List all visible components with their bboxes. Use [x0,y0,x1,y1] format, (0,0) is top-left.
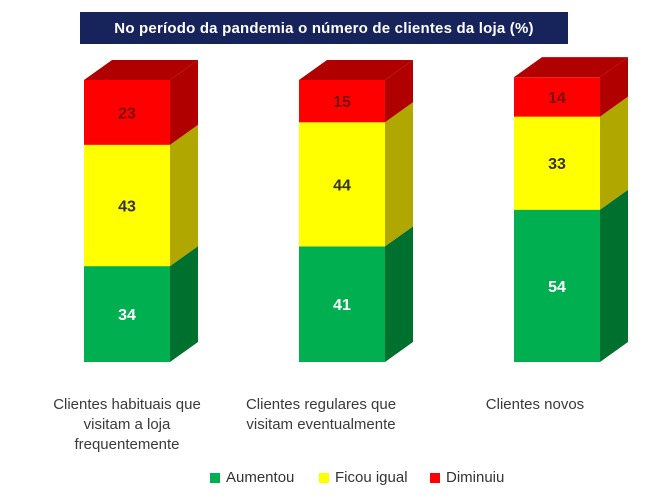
legend-item-aumentou: Aumentou [210,469,294,486]
chart-title: No período da pandemia o número de clien… [80,12,568,44]
bar-segment-0-0 [84,266,170,362]
category-label-0-line-1: visitam a loja [83,416,171,433]
bar-side-2-1 [600,96,628,210]
legend-swatch-aumentou [210,472,220,483]
category-label-0: Clientes habituais que visitam a loja fr… [37,395,217,455]
bar-segment-1-0 [299,246,385,362]
category-label-0-line-2: frequentemente [74,436,180,453]
bar-side-0-1 [170,124,198,267]
bar-side-1-2 [385,60,413,123]
data-label-1-0: 41 [333,297,351,314]
bar-side-0-0 [170,246,198,362]
category-label-2-line-0: Clientes novos [485,396,585,413]
legend-label-aumentou: Aumentou [226,469,295,486]
legend-item-ficou-igual: Ficou igual [319,469,408,486]
bar-segment-1-1 [299,122,385,247]
data-label-0-1: 43 [118,198,136,215]
bar-segment-2-2 [514,77,600,117]
data-label-2-1: 33 [548,156,566,173]
legend-item-diminuiu: Diminuiu [430,469,504,486]
data-label-1-2: 15 [333,94,351,111]
bar-side-2-2 [600,57,628,117]
data-label-0-0: 34 [118,307,136,324]
data-label-1-1: 44 [333,177,351,194]
bar-top-1 [299,60,413,80]
bar-segment-1-2 [299,80,385,123]
legend-label-diminuiu: Diminuiu [446,469,505,486]
bar-segment-2-1 [514,116,600,210]
legend-swatch-ficou-igual [319,472,329,483]
bar-side-0-2 [170,60,198,145]
category-label-2: Clientes novos [445,395,625,415]
bar-segment-0-2 [84,80,170,145]
legend-label-ficou-igual: Ficou igual [335,469,408,486]
category-label-1-line-0: Clientes regulares que [245,396,397,413]
bar-segment-0-1 [84,144,170,267]
legend: Aumentou Ficou igual Diminuiu [0,469,656,491]
data-label-0-2: 23 [118,105,136,122]
category-label-1: Clientes regulares que visitam eventualm… [231,395,411,435]
bar-side-1-0 [385,226,413,362]
bar-top-2 [514,57,628,78]
data-label-2-2: 14 [548,90,566,107]
category-label-0-line-0: Clientes habituais que [53,396,201,413]
legend-swatch-diminuiu [430,472,440,483]
data-label-2-0: 54 [548,279,566,296]
category-label-1-line-1: visitam eventualmente [246,416,396,433]
bar-segment-2-0 [514,209,600,362]
bar-top-0 [84,60,198,80]
bar-side-2-0 [600,189,628,362]
bar-side-1-1 [385,102,413,247]
